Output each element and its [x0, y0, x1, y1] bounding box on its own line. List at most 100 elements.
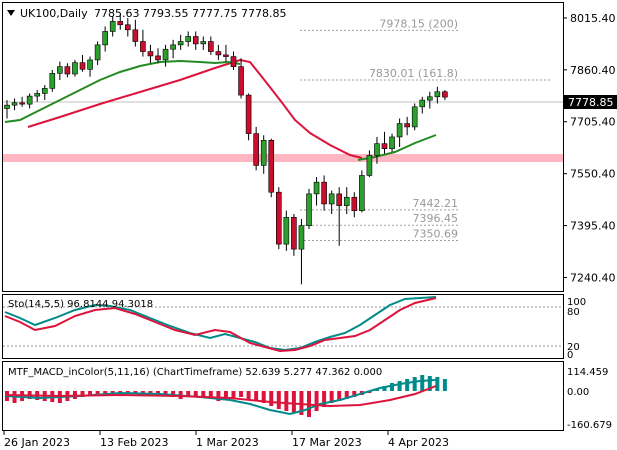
candle	[434, 86, 441, 104]
moving-average-green-1	[4, 59, 241, 123]
price-tick-label: 7240.40	[570, 271, 616, 284]
sto-tick-label: 20	[567, 342, 580, 353]
macd-histogram-bar	[322, 391, 327, 407]
candle	[245, 93, 252, 141]
macd-histogram-bar	[291, 391, 296, 413]
price-tick-label: 7395.40	[570, 220, 616, 233]
price-tick-label: 8015.40	[570, 12, 616, 25]
time-axis[interactable]: 26 Jan 2023 13 Feb 2023 1 Mar 2023 17 Mar 2…	[3, 431, 449, 449]
candle	[238, 58, 244, 99]
macd-histogram-bar	[103, 391, 108, 394]
moving-average-red	[27, 58, 363, 159]
macd-label: MTF_MACD_inColor(5,11,16) (ChartTimefram…	[8, 367, 382, 378]
time-tick-label: 17 Mar 2023	[292, 436, 362, 449]
macd-histogram-bar	[427, 376, 432, 391]
sto-tick-label: 0	[567, 350, 573, 361]
price-panel[interactable]: 7978.15 (200) 7830.01 (161.8) 7442.21 7396.…	[2, 2, 564, 292]
candle	[253, 126, 259, 171]
fib-level-label: 7830.01 (161.8)	[369, 67, 458, 80]
candle	[306, 188, 312, 230]
macd-histogram-bar	[216, 391, 221, 401]
price-panel-border	[2, 2, 564, 292]
candle	[79, 54, 86, 72]
macd-histogram-bar	[420, 375, 425, 391]
fib-level-label: 7396.45	[413, 212, 459, 225]
candle	[41, 85, 48, 101]
fib-level-label: 7442.21	[413, 197, 459, 210]
ohlc-values: 7785.63 7793.55 7777.75 7778.85	[94, 7, 286, 20]
candle	[268, 138, 275, 198]
macd-histogram-bar	[337, 391, 342, 401]
candle	[102, 26, 108, 52]
candle	[313, 177, 320, 206]
macd-histogram-bar	[201, 391, 206, 397]
candle	[117, 14, 124, 30]
macd-histogram-bar	[382, 386, 387, 391]
candle	[223, 44, 229, 62]
macd-histogram-bar	[140, 391, 145, 394]
price-axis[interactable]: 8015.40 7860.40 7705.40 7550.40 7395.40 7240.…	[563, 2, 616, 292]
time-tick-label: 4 Apr 2023	[388, 436, 449, 449]
macd-histogram-bar	[435, 377, 440, 391]
candle	[283, 210, 290, 251]
macd-histogram-bar	[352, 391, 357, 397]
time-tick-label: 26 Jan 2023	[4, 436, 70, 449]
sto-tick-label: 100	[567, 297, 586, 308]
candle	[389, 133, 395, 153]
candle	[140, 29, 146, 57]
current-price-box	[564, 95, 617, 109]
macd-histogram-bar	[133, 391, 138, 393]
candle	[72, 59, 78, 77]
candle	[298, 219, 305, 285]
macd-histogram-bar	[148, 391, 153, 393]
macd-histogram-bar	[254, 391, 259, 401]
macd-histogram-bar	[374, 389, 379, 391]
candle	[185, 31, 191, 47]
macd-axis: 114.459 0.00 -160.679	[563, 361, 612, 431]
time-tick-label: 13 Feb 2023	[100, 436, 168, 449]
candle	[155, 48, 161, 64]
macd-panel[interactable]: MTF_MACD_inColor(5,11,16) (ChartTimefram…	[2, 361, 564, 431]
sto-signal-line	[4, 297, 437, 353]
candle	[177, 34, 184, 50]
macd-histogram-bar	[186, 391, 191, 397]
candle	[162, 44, 169, 67]
candle	[87, 56, 93, 77]
stochastic-panel[interactable]: Sto(14,5,5) 96.8144 94.3018	[2, 294, 564, 359]
candle	[404, 116, 410, 136]
candle	[359, 170, 365, 213]
macd-histogram-bar	[284, 391, 289, 411]
macd-histogram-bar	[344, 391, 349, 399]
candle	[4, 100, 10, 119]
candle	[109, 16, 116, 37]
candle	[230, 51, 237, 70]
candle	[132, 19, 139, 47]
macd-histogram-bar	[314, 391, 319, 411]
candle	[147, 44, 154, 64]
candle	[321, 175, 327, 211]
candle	[215, 44, 222, 60]
sto-tick-label: 80	[567, 307, 580, 318]
collapse-triangle-icon[interactable]	[7, 10, 15, 16]
macd-histogram-bar	[231, 391, 236, 399]
candle	[411, 103, 418, 131]
candle	[19, 96, 25, 107]
macd-tick-label: 114.459	[567, 367, 608, 378]
candle	[208, 36, 214, 55]
macd-histogram-bar	[88, 391, 93, 396]
candle	[374, 136, 380, 164]
candle	[426, 91, 433, 109]
macd-histogram-bar	[156, 391, 160, 394]
macd-histogram-bar	[390, 383, 395, 391]
macd-histogram-bar	[163, 391, 168, 395]
macd-tick-label: -160.679	[567, 420, 612, 431]
candle	[11, 98, 18, 111]
macd-tick-label: 0.00	[567, 387, 589, 398]
candle	[343, 187, 350, 214]
candle	[275, 187, 282, 250]
resistance-zone	[3, 154, 563, 162]
macd-histogram-bar	[329, 391, 334, 403]
candle	[49, 69, 56, 92]
